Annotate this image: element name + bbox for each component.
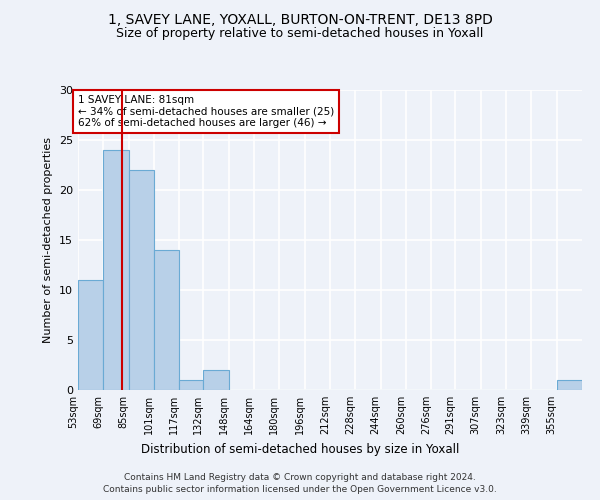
Text: Contains HM Land Registry data © Crown copyright and database right 2024.: Contains HM Land Registry data © Crown c… [124,472,476,482]
Bar [557,380,582,390]
Bar [203,370,229,390]
Text: 1, SAVEY LANE, YOXALL, BURTON-ON-TRENT, DE13 8PD: 1, SAVEY LANE, YOXALL, BURTON-ON-TRENT, … [107,12,493,26]
Bar [154,250,179,390]
Bar [129,170,154,390]
Text: Contains public sector information licensed under the Open Government Licence v3: Contains public sector information licen… [103,485,497,494]
Text: 1 SAVEY LANE: 81sqm
← 34% of semi-detached houses are smaller (25)
62% of semi-d: 1 SAVEY LANE: 81sqm ← 34% of semi-detach… [78,95,334,128]
Text: Size of property relative to semi-detached houses in Yoxall: Size of property relative to semi-detach… [116,28,484,40]
Bar [179,380,203,390]
Text: Distribution of semi-detached houses by size in Yoxall: Distribution of semi-detached houses by … [141,442,459,456]
Bar [103,150,129,390]
Y-axis label: Number of semi-detached properties: Number of semi-detached properties [43,137,53,343]
Bar [78,280,103,390]
